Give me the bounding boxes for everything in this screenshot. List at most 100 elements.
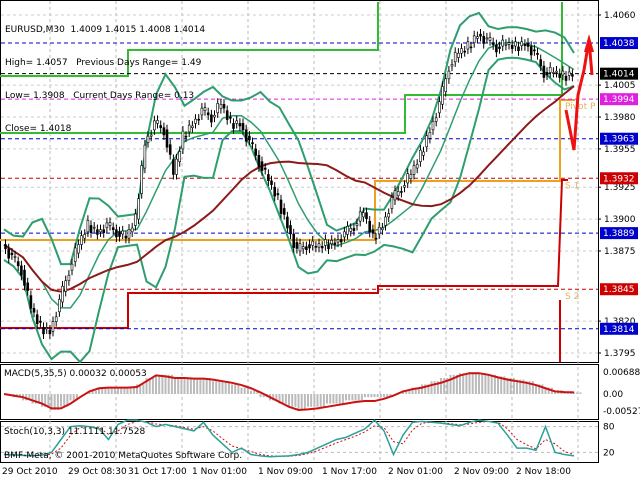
candle-body xyxy=(140,165,143,194)
candle-body xyxy=(564,75,568,81)
candle-body xyxy=(308,244,311,249)
candle-body xyxy=(330,240,334,245)
macd-tick-label: 0.00 xyxy=(603,390,623,400)
candle-body xyxy=(384,216,387,226)
price-level-badge xyxy=(600,37,638,50)
candle-body xyxy=(431,120,435,131)
candle-body xyxy=(286,216,289,229)
candle-body xyxy=(390,197,394,209)
candle-body xyxy=(393,190,397,201)
candle-body xyxy=(387,213,391,218)
candle-body xyxy=(121,230,124,235)
candle-body xyxy=(187,124,191,133)
signal-arrow xyxy=(564,39,594,151)
candle-body xyxy=(514,41,517,47)
candle-body xyxy=(270,180,273,185)
candle-body xyxy=(197,118,200,121)
candle-body xyxy=(42,327,45,335)
candle-body xyxy=(137,198,140,220)
candle-body xyxy=(336,239,340,243)
candle-body xyxy=(124,235,128,239)
candle-body xyxy=(536,52,539,55)
candle-body xyxy=(206,112,210,116)
candle-body xyxy=(89,225,93,233)
candle-body xyxy=(377,226,381,235)
candle-body xyxy=(210,114,213,123)
candle-body xyxy=(241,123,245,131)
candle-body xyxy=(438,101,441,114)
price-tick-label: 1.3795 xyxy=(604,349,636,359)
candle-body xyxy=(105,222,109,228)
bollinger-upper xyxy=(3,11,575,266)
candle-body xyxy=(406,173,410,184)
level-label: S 2 xyxy=(565,292,579,302)
price-tick-label: 1.3925 xyxy=(604,183,636,193)
candle-body xyxy=(555,70,558,73)
price-level-badge xyxy=(600,93,638,106)
candle-body xyxy=(295,242,299,249)
candle-body xyxy=(542,65,546,78)
candle-body xyxy=(172,159,175,175)
chart-header: EURUSD,M30 1.4009 1.4015 1.4008 1.4014 H… xyxy=(5,3,205,146)
candle-body xyxy=(349,228,353,232)
resistance2-step-line xyxy=(0,2,563,134)
price-level-value: 1.4014 xyxy=(603,70,635,80)
candle-body xyxy=(396,191,400,196)
candle-body xyxy=(472,35,476,43)
candle-body xyxy=(434,117,438,122)
time-tick-label: 29 Oct 2010 xyxy=(2,467,58,477)
candle-body xyxy=(520,41,524,46)
bollinger-middle xyxy=(3,41,575,309)
candle-body xyxy=(447,70,451,80)
candle-body xyxy=(194,118,197,124)
candle-body xyxy=(510,44,514,49)
price-tick-label: 1.4060 xyxy=(604,11,636,21)
candle-body xyxy=(292,233,296,248)
candle-body xyxy=(86,220,90,233)
price-level-value: 1.3932 xyxy=(603,174,635,184)
macd-tick-label: -0.00527 xyxy=(603,407,640,417)
macd-panel xyxy=(0,364,599,420)
candle-body xyxy=(64,280,67,292)
candle-body xyxy=(45,327,49,330)
candle-body xyxy=(552,72,555,74)
candle-body xyxy=(108,222,112,226)
price-tick-label: 1.3980 xyxy=(604,113,636,123)
candle-body xyxy=(146,135,150,143)
candle-body xyxy=(368,220,372,233)
candle-body xyxy=(298,243,302,252)
candle-body xyxy=(282,208,286,215)
candle-body xyxy=(178,151,181,162)
time-tick-label: 31 Oct 17:00 xyxy=(128,467,187,477)
candle-body xyxy=(165,129,169,148)
candle-body xyxy=(232,123,235,129)
candle-body xyxy=(80,235,83,245)
candle-body xyxy=(162,127,166,136)
time-tick-label: 29 Oct 08:30 xyxy=(68,467,127,477)
candle-body xyxy=(400,191,403,193)
candle-body xyxy=(83,234,86,239)
candle-body xyxy=(149,134,153,137)
candle-body xyxy=(479,33,482,37)
candle-body xyxy=(159,125,162,128)
candle-body xyxy=(77,244,80,254)
candle-body xyxy=(324,239,327,246)
candle-body xyxy=(327,244,330,250)
candle-body xyxy=(143,144,147,169)
time-tick-label: 2 Nov 09:00 xyxy=(454,467,509,477)
candle-body xyxy=(561,70,565,76)
macd-tick-label: 0.00688 xyxy=(603,368,640,378)
candle-body xyxy=(365,212,368,219)
price-level-badge xyxy=(600,172,638,185)
candle-body xyxy=(118,231,121,237)
price-level-value: 1.4038 xyxy=(603,39,635,49)
candle-body xyxy=(533,49,536,52)
candle-body xyxy=(419,149,422,162)
candle-body xyxy=(343,231,346,238)
candle-body xyxy=(558,73,562,78)
candle-body xyxy=(200,107,204,116)
low-info: Low= 1.3908 Current Days Range= 0.13 xyxy=(5,91,195,101)
candle-body xyxy=(7,248,10,259)
candle-body xyxy=(219,103,223,109)
candle-body xyxy=(320,245,324,249)
